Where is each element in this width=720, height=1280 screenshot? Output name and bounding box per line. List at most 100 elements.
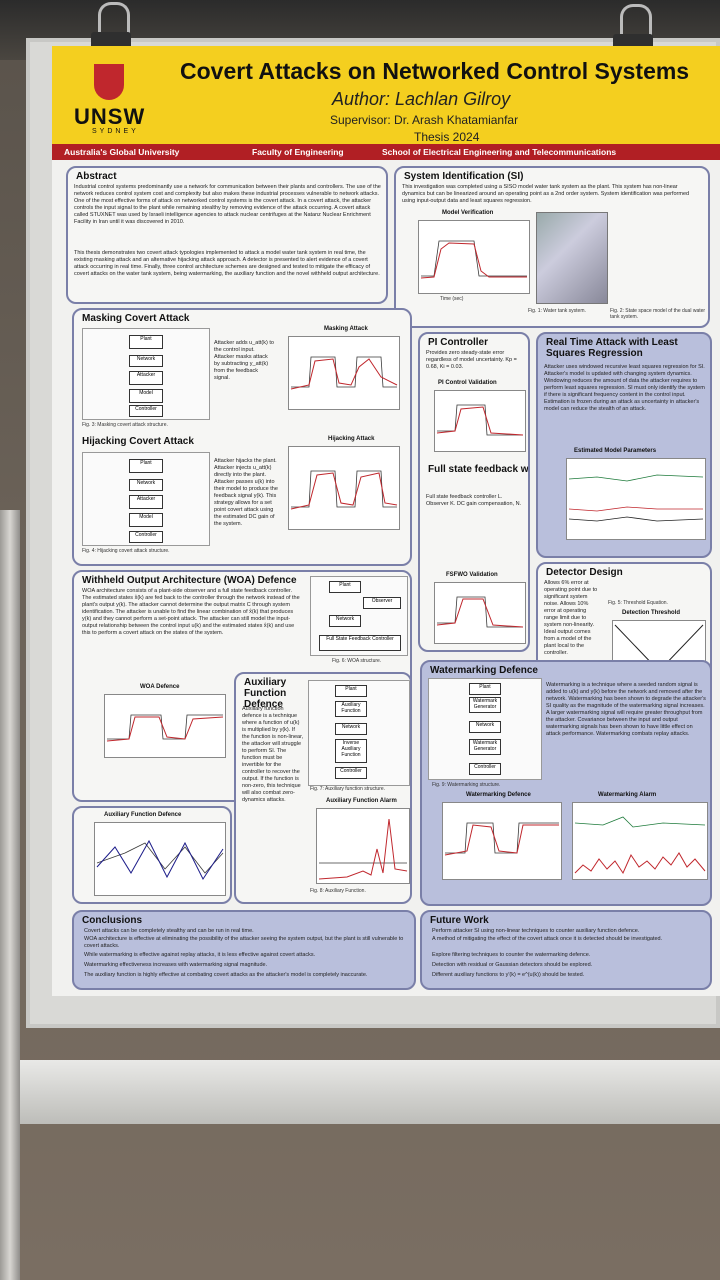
- conclusions-panel: Conclusions Covert attacks can be comple…: [72, 910, 416, 990]
- aux-defence-plot-svg: [96, 839, 224, 880]
- watermark-title: Watermarking Defence: [430, 665, 538, 676]
- poster-header: UNSW SYDNEY Covert Attacks on Networked …: [52, 46, 720, 144]
- aux-defence-trace-ref: [96, 842, 224, 874]
- future-item-3: Explore filtering techniques to counter …: [432, 952, 591, 958]
- woa-controller-block: Full State Feedback Controller: [319, 635, 401, 651]
- fsfo-trace-actual: [436, 598, 524, 628]
- si-panel: System Identification (SI) This investig…: [394, 166, 710, 328]
- water-tank-photo: [536, 212, 608, 304]
- hijacking-trace-actual: [290, 472, 398, 510]
- aux-diagram: Plant Auxiliary Function Network Inverse…: [308, 680, 410, 786]
- hijacking-plot: [288, 446, 400, 530]
- aux-alarm-title: Auxiliary Function Alarm: [326, 798, 397, 804]
- masking-plot-svg: [290, 356, 398, 390]
- future-title: Future Work: [430, 915, 489, 926]
- masking-trace-ref: [291, 356, 397, 388]
- si-plot-title: Model Verification: [442, 210, 494, 216]
- woa-title: Withheld Output Architecture (WOA) Defen…: [82, 575, 297, 586]
- lsr-panel: Real Time Attack with Least Squares Regr…: [536, 332, 712, 558]
- woa-trace-actual: [106, 716, 224, 742]
- detector-text: Allows 6% error at operating point due t…: [544, 580, 598, 656]
- conclusions-item-5: The auxiliary function is highly effecti…: [84, 972, 368, 978]
- detector-fig: Fig. 5: Threshold Equation.: [608, 600, 668, 606]
- lsr-text: Attacker uses windowed recursive least s…: [544, 364, 705, 412]
- woa-fig: Fig. 6: WOA structure.: [332, 658, 382, 664]
- watermark-alarm-plot-svg: [574, 816, 706, 875]
- wm-generator-block: Watermark Generator: [469, 697, 501, 713]
- faculty-band: Australia's Global University Faculty of…: [52, 144, 720, 160]
- watermark-diagram: Plant Watermark Generator Network Waterm…: [428, 678, 542, 780]
- masking-text: Attacker adds u_att(k) to the control in…: [214, 340, 274, 381]
- diagram-model-block: Model: [129, 389, 163, 403]
- watermark-fig: Fig. 9: Watermarking structure.: [432, 782, 501, 788]
- pi-trace-actual: [436, 406, 524, 436]
- unsw-logo: UNSW: [74, 104, 146, 129]
- masking-title: Masking Covert Attack: [82, 313, 190, 324]
- research-poster: UNSW SYDNEY Covert Attacks on Networked …: [52, 46, 720, 996]
- hijack-attacker-block: Attacker: [129, 495, 163, 509]
- lsr-plot: [566, 458, 706, 540]
- hijack-plant-block: Plant: [129, 459, 163, 473]
- watermark-alarm-threshold: [574, 816, 706, 828]
- future-item-5: Different auxiliary functions to y'(k) =…: [432, 972, 585, 978]
- hijacking-title: Hijacking Covert Attack: [82, 436, 194, 447]
- pi-plot-title: PI Control Validation: [438, 380, 497, 386]
- watermark-text: Watermarking is a technique where a seed…: [546, 682, 706, 737]
- woa-observer-block: Observer: [363, 597, 401, 609]
- aux-plant-block: Plant: [335, 685, 367, 697]
- detector-plot-title: Detection Threshold: [622, 610, 681, 616]
- watermark-plot-title: Watermarking Defence: [466, 792, 531, 798]
- lsr-trace-c: [568, 516, 704, 522]
- diagram-attacker-block: Attacker: [129, 371, 163, 385]
- unsw-logo-sub: SYDNEY: [92, 128, 139, 135]
- conclusions-item-2: WOA architecture is effective at elimina…: [84, 936, 404, 949]
- aux-text: Auxiliary function defence is a techniqu…: [242, 706, 304, 803]
- si-trace-ref: [421, 240, 527, 277]
- abstract-text: Industrial control systems predominantly…: [74, 184, 381, 225]
- masking-fig: Fig. 3: Masking covert attack structure.: [82, 422, 168, 428]
- hijack-network-block: Network: [129, 479, 163, 491]
- watermark-plot-svg: [444, 822, 559, 856]
- watermark-panel: Watermarking Defence Plant Watermark Gen…: [420, 660, 712, 906]
- easel-post: [0, 510, 20, 1280]
- poster-title: Covert Attacks on Networked Control Syst…: [180, 58, 690, 84]
- band-school: School of Electrical Engineering and Tel…: [382, 147, 617, 157]
- woa-plot-svg: [106, 714, 224, 742]
- aux-plot-title: Auxiliary Function Defence: [104, 812, 182, 818]
- si-title: System Identification (SI): [404, 171, 524, 182]
- fsfo-text: Full state feedback controller L. Observ…: [426, 494, 522, 507]
- diagram-controller-block: Controller: [129, 405, 163, 417]
- conclusions-item-4: Watermarking effectiveness increases wit…: [84, 962, 268, 968]
- conclusions-item-1: Covert attacks can be completely stealth…: [84, 928, 254, 934]
- future-panel: Future Work Perform attacker SI using no…: [420, 910, 712, 990]
- conclusions-item-3: While watermarking is effective against …: [84, 952, 316, 958]
- poster-supervisor: Supervisor: Dr. Arash Khatamianfar: [330, 113, 519, 127]
- aux-defence-plot-panel: Auxiliary Function Defence: [72, 806, 232, 904]
- fsfo-plot-title: FSFWO Validation: [446, 572, 498, 578]
- aux-alarm-trace: [318, 818, 408, 880]
- lsr-plot-svg: [568, 474, 704, 522]
- woa-plot-title: WOA Defence: [140, 684, 180, 690]
- pi-title: PI Controller: [428, 337, 489, 348]
- si-fig1: Fig. 1: Water tank system.: [528, 308, 586, 314]
- fsfo-title: Full state feedback with observer: [428, 464, 529, 475]
- lsr-trace-a: [568, 474, 704, 482]
- abstract-text-2: This thesis demonstrates two covert atta…: [74, 250, 380, 277]
- band-university: Australia's Global University: [64, 147, 180, 157]
- controllers-panel: PI Controller Provides zero steady-state…: [418, 332, 530, 652]
- aux-network-block: Network: [335, 723, 367, 735]
- hijacking-plot-title: Hijacking Attack: [328, 436, 375, 442]
- future-item-2: A method of mitigating the effect of the…: [432, 936, 663, 942]
- poster-thesis: Thesis 2024: [414, 130, 480, 144]
- aux-fig7: Fig. 7: Auxiliary function structure.: [310, 786, 386, 792]
- wm-plant-block: Plant: [469, 683, 501, 695]
- si-fig2: Fig. 2: State space model of the dual wa…: [610, 308, 706, 320]
- diagram-plant-block: Plant: [129, 335, 163, 349]
- covert-attacks-panel: Masking Covert Attack Plant Network Atta…: [72, 308, 412, 566]
- aux-title: Auxiliary Function Defence: [244, 677, 287, 710]
- lsr-title: Real Time Attack with Least Squares Regr…: [546, 337, 678, 359]
- masking-plot-title: Masking Attack: [324, 326, 368, 332]
- hijacking-text: Attacker hijacks the plant. Attacker inj…: [214, 458, 278, 527]
- hijacking-fig: Fig. 4: Hijacking covert attack structur…: [82, 548, 170, 554]
- woa-network-block: Network: [329, 615, 361, 627]
